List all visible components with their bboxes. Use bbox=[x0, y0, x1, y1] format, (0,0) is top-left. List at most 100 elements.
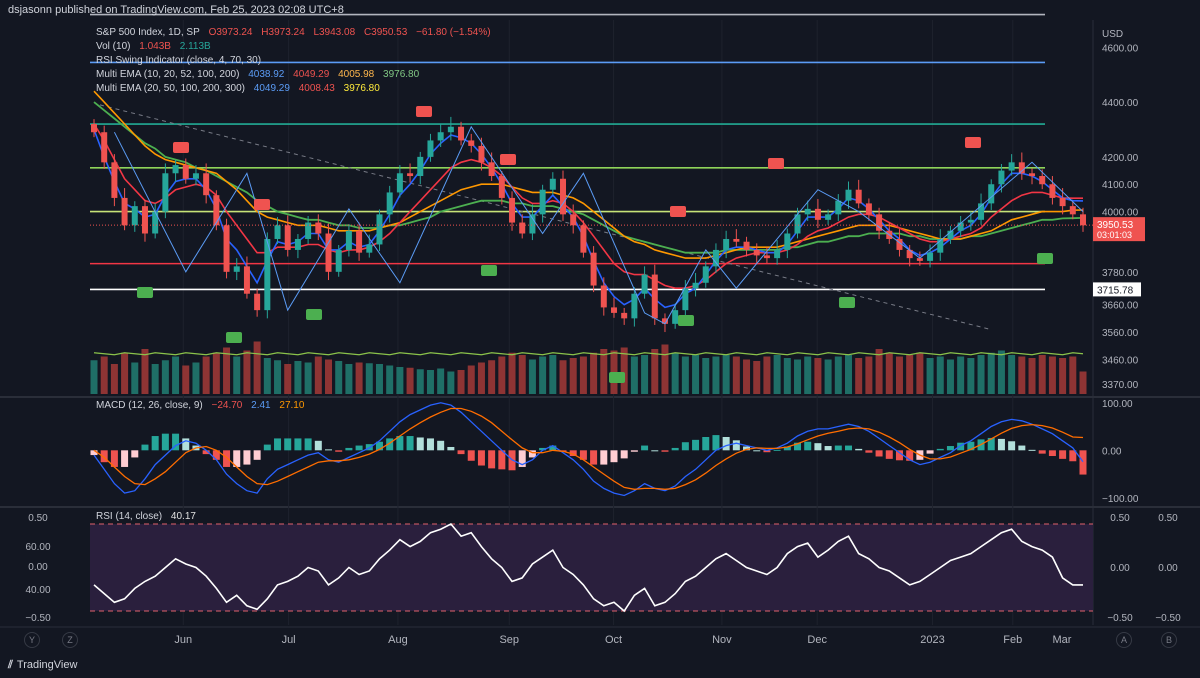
buy-signal-marker bbox=[306, 309, 322, 320]
candle-body bbox=[417, 156, 424, 177]
candle-body bbox=[407, 173, 414, 177]
legend-rsi-swing-name: RSI Swing Indicator (close, 4, 70, 30) bbox=[96, 55, 262, 66]
macd-histogram-bar bbox=[875, 450, 883, 457]
volume-bar bbox=[844, 355, 852, 394]
volume-bar bbox=[702, 358, 710, 394]
rsi-right-tick-label: 0.00 bbox=[1110, 563, 1130, 574]
footer-bar bbox=[0, 656, 1200, 678]
candle-body bbox=[794, 214, 801, 234]
macd-histogram-bar bbox=[1059, 450, 1067, 459]
macd-histogram-bar bbox=[477, 450, 485, 466]
candle-body bbox=[315, 222, 322, 234]
volume-bar bbox=[488, 360, 496, 394]
volume-bar bbox=[223, 347, 231, 394]
volume-bar bbox=[90, 360, 98, 394]
legend-vol-v2: 2.113B bbox=[179, 41, 211, 52]
candle-body bbox=[988, 184, 995, 204]
volume-bar bbox=[233, 356, 241, 394]
candle-body bbox=[366, 244, 373, 253]
rsi-band-background bbox=[90, 524, 1093, 611]
b-button[interactable]: B bbox=[1161, 632, 1177, 648]
volume-ma-line bbox=[93, 352, 1084, 356]
legend-macd: MACD (12, 26, close, 9) −24.70 2.41 27.1… bbox=[96, 400, 310, 411]
volume-bar bbox=[773, 355, 781, 394]
candle-body bbox=[509, 197, 516, 223]
macd-histogram-bar bbox=[651, 450, 659, 452]
legend-macd-v3: 27.10 bbox=[279, 400, 305, 411]
tradingview-logo: ⫽ TradingView bbox=[8, 659, 77, 672]
candle-body bbox=[284, 225, 291, 250]
volume-bar bbox=[824, 359, 832, 394]
macd-histogram-bar bbox=[1048, 450, 1056, 457]
volume-bar bbox=[783, 358, 791, 394]
macd-histogram-bar bbox=[773, 449, 781, 451]
volume-bar bbox=[804, 356, 812, 394]
volume-bar bbox=[1048, 356, 1056, 394]
buy-signal-marker bbox=[226, 332, 242, 343]
candle-body bbox=[978, 203, 985, 220]
volume-bar bbox=[590, 352, 598, 394]
x-axis-tick-label: 2023 bbox=[920, 634, 944, 646]
macd-histogram-bar bbox=[763, 450, 771, 453]
buy-signal-marker bbox=[609, 372, 625, 383]
macd-histogram-bar bbox=[406, 436, 414, 451]
macd-histogram-bar bbox=[426, 438, 434, 451]
candle-body bbox=[152, 211, 159, 234]
candle-body bbox=[560, 178, 567, 215]
rsi-left-tick-label: −0.50 bbox=[25, 613, 51, 624]
candle-body bbox=[600, 285, 607, 308]
volume-bar bbox=[906, 355, 914, 394]
volume-bar bbox=[977, 355, 985, 394]
candle-body bbox=[162, 173, 169, 212]
legend-high: H3973.24 bbox=[261, 27, 305, 38]
macd-histogram-bar bbox=[263, 444, 271, 451]
volume-bar bbox=[202, 356, 210, 394]
macd-histogram-bar bbox=[681, 442, 689, 451]
volume-bar bbox=[396, 367, 404, 394]
candle-body bbox=[192, 173, 199, 179]
x-axis-tick-label: Jul bbox=[282, 634, 296, 646]
volume-bar bbox=[131, 362, 139, 394]
macd-histogram-bar bbox=[335, 450, 343, 452]
candle-body bbox=[835, 200, 842, 215]
candle-body bbox=[101, 132, 108, 163]
candle-body bbox=[1059, 197, 1066, 207]
volume-bar bbox=[243, 350, 251, 394]
rsi-far-right-tick-label: 0.00 bbox=[1158, 563, 1178, 574]
scale-y-button[interactable]: Y bbox=[24, 632, 40, 648]
legend-ema1-v2: 4049.29 bbox=[293, 69, 330, 80]
candle-body bbox=[345, 230, 352, 250]
candle-body bbox=[814, 208, 821, 220]
legend-ema1: Multi EMA (10, 20, 52, 100, 200) 4038.92… bbox=[96, 69, 425, 80]
x-axis-tick-label: Aug bbox=[388, 634, 408, 646]
volume-bar bbox=[355, 362, 363, 394]
macd-histogram-bar bbox=[375, 441, 383, 451]
rsi-right-tick-label: 0.50 bbox=[1110, 513, 1130, 524]
candle-body bbox=[998, 170, 1005, 185]
volume-bar bbox=[437, 368, 445, 394]
macd-histogram-bar bbox=[814, 443, 822, 451]
candle-body bbox=[631, 293, 638, 319]
volume-bar bbox=[620, 347, 628, 394]
legend-close: C3950.53 bbox=[363, 27, 408, 38]
volume-bar bbox=[936, 356, 944, 394]
macd-histogram-bar bbox=[895, 450, 903, 461]
buy-signal-marker bbox=[481, 265, 497, 276]
zoom-z-button[interactable]: Z bbox=[62, 632, 78, 648]
sell-signal-marker bbox=[173, 142, 189, 153]
volume-bar bbox=[794, 359, 802, 394]
x-axis-tick-label: Oct bbox=[605, 634, 622, 646]
sell-signal-marker bbox=[965, 137, 981, 148]
candle-body bbox=[437, 132, 444, 141]
auto-a-button[interactable]: A bbox=[1116, 632, 1132, 648]
macd-histogram-bar bbox=[233, 450, 241, 467]
x-axis-tick-label: Mar bbox=[1053, 634, 1072, 646]
volume-bar bbox=[875, 349, 883, 394]
volume-bar bbox=[926, 358, 934, 394]
volume-bar bbox=[365, 363, 373, 394]
price-tick-label: 4400.00 bbox=[1102, 98, 1139, 109]
macd-histogram-bar bbox=[997, 438, 1005, 451]
candle-body bbox=[580, 225, 587, 253]
candle-body bbox=[916, 258, 923, 261]
